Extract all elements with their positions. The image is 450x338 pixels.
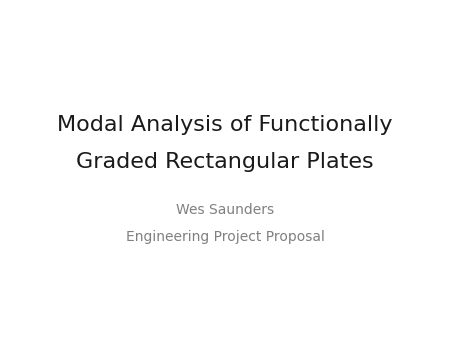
Text: Wes Saunders: Wes Saunders xyxy=(176,202,274,217)
Text: Graded Rectangular Plates: Graded Rectangular Plates xyxy=(76,152,374,172)
Text: Modal Analysis of Functionally: Modal Analysis of Functionally xyxy=(57,115,393,135)
Text: Engineering Project Proposal: Engineering Project Proposal xyxy=(126,230,324,244)
